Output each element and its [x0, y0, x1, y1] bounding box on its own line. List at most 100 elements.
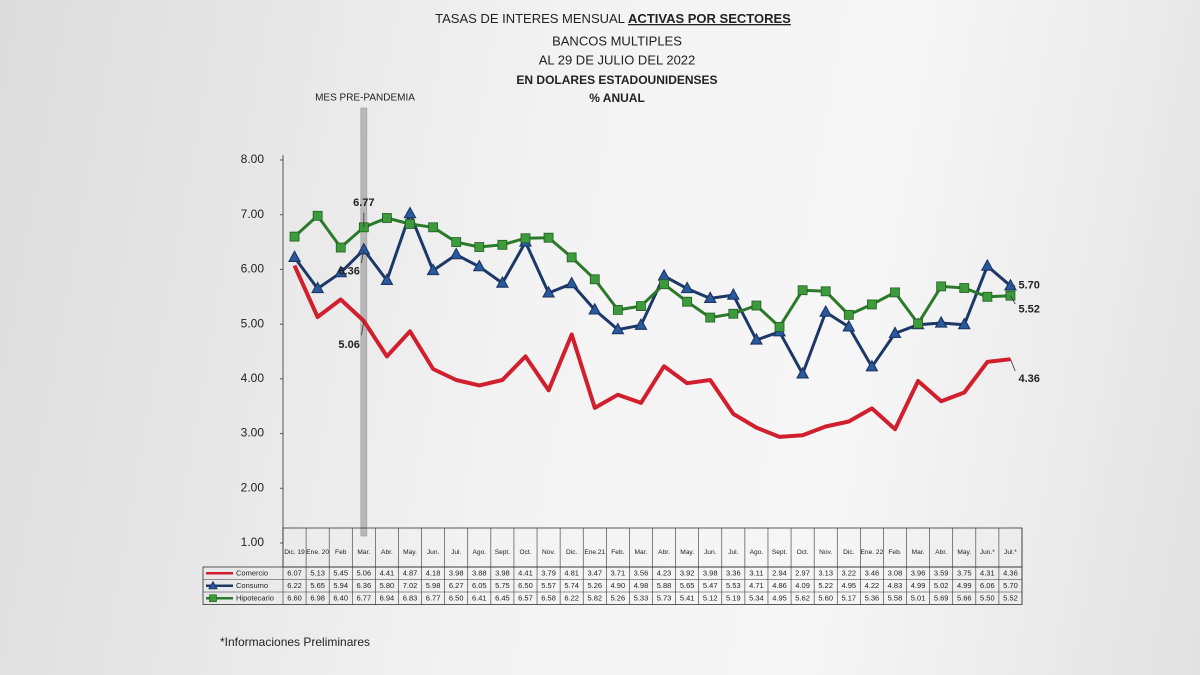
table-cell: 6.45 [495, 594, 510, 603]
x-tick-label: Mar. [357, 549, 370, 556]
table-cell: 6.41 [472, 594, 487, 603]
chart-title: TASAS DE INTERES MENSUAL ACTIVAS POR SEC… [435, 11, 791, 26]
table-cell: 5.65 [310, 581, 325, 590]
table-cell: 4.31 [980, 569, 995, 578]
table-cell: 5.75 [495, 581, 510, 590]
point-marker [357, 242, 371, 255]
legend-marker [209, 594, 217, 603]
callout-leader [361, 249, 365, 264]
table-cell: 4.99 [911, 581, 926, 590]
table-cell: 6.58 [541, 594, 556, 603]
table-cell: 4.81 [564, 569, 579, 578]
table-cell: 6.57 [518, 594, 533, 603]
point-marker [495, 275, 509, 288]
legend-label: Comercio [236, 569, 268, 578]
table-cell: 3.46 [865, 569, 880, 578]
point-marker [819, 304, 833, 317]
table-cell: 3.22 [841, 569, 856, 578]
x-tick-label: Dic. [843, 549, 855, 556]
table-cell: 5.82 [587, 594, 602, 603]
x-tick-label: Jun. [704, 549, 717, 556]
point-marker [796, 366, 810, 379]
table-cell: 4.71 [749, 581, 764, 590]
point-marker [565, 276, 579, 289]
table-cell: 5.50 [980, 594, 995, 603]
point-marker [728, 308, 739, 319]
table-cell: 5.34 [749, 594, 764, 603]
x-tick-label: Abr. [381, 549, 393, 556]
table-cell: 5.41 [680, 594, 695, 603]
table-cell: 4.22 [865, 581, 880, 590]
point-marker [659, 279, 669, 290]
x-tick-label: Oct. [797, 549, 809, 556]
y-tick-label: 7.00 [241, 207, 265, 221]
table-cell: 3.08 [888, 569, 903, 578]
x-tick-label: May. [957, 549, 971, 556]
x-tick-label: Abr. [658, 549, 670, 556]
point-marker [449, 247, 463, 260]
table-cell: 6.05 [472, 581, 487, 590]
point-marker [403, 206, 417, 219]
table-cell: 4.41 [518, 569, 533, 578]
title-emphasis: ACTIVAS POR SECTORES [628, 11, 791, 26]
subtitle: BANCOS MULTIPLES [552, 33, 682, 48]
table-cell: 5.58 [888, 594, 903, 603]
data-label: 6.36 [338, 266, 359, 278]
x-tick-label: Jul. [451, 549, 461, 556]
table-cell: 6.83 [403, 594, 418, 603]
x-tick-label: Ene.21 [584, 549, 605, 556]
table-cell: 3.88 [472, 569, 487, 578]
x-tick-label: Feb. [888, 549, 901, 556]
y-tick-label: 2.00 [241, 480, 265, 494]
table-cell: 5.57 [541, 581, 556, 590]
x-tick-label: Jul.* [1004, 549, 1017, 556]
table-cell: 3.96 [911, 569, 926, 578]
point-marker [959, 283, 970, 293]
point-marker [751, 300, 762, 311]
table-cell: 5.01 [911, 594, 926, 603]
table-cell: 6.94 [380, 594, 395, 603]
point-marker [472, 259, 486, 272]
table-cell: 6.22 [564, 594, 579, 603]
data-label: 5.52 [1018, 304, 1039, 316]
point-marker [520, 233, 531, 244]
point-marker [451, 237, 462, 247]
table-cell: 6.98 [310, 594, 325, 603]
callout-leader [361, 320, 365, 336]
point-marker [334, 265, 348, 278]
table-cell: 5.02 [934, 581, 949, 590]
point-marker [588, 302, 602, 315]
table-cell: 5.17 [841, 594, 856, 603]
table-cell: 5.66 [957, 594, 972, 603]
table-cell: 5.12 [703, 594, 718, 603]
table-cell: 5.94 [333, 581, 348, 590]
table-cell: 6.06 [980, 581, 995, 590]
point-marker [428, 222, 439, 233]
subtitle: EN DOLARES ESTADOUNIDENSES [516, 73, 717, 87]
point-marker [1003, 278, 1017, 291]
table-cell: 3.98 [449, 569, 464, 578]
table-cell: 5.74 [564, 581, 579, 590]
point-marker [589, 274, 600, 285]
x-tick-label: Oct. [519, 549, 531, 556]
x-tick-label: Mar. [635, 549, 648, 556]
point-marker [842, 319, 856, 332]
point-marker [749, 332, 763, 345]
x-tick-label: Jul. [728, 549, 738, 556]
x-tick-label: Mar. [912, 549, 925, 556]
y-tick-label: 1.00 [241, 535, 265, 549]
table-cell: 3.11 [749, 569, 763, 578]
table-cell: 6.50 [449, 594, 464, 603]
table-cell: 6.40 [333, 594, 348, 603]
table-cell: 6.22 [287, 581, 302, 590]
table-cell: 6.36 [357, 581, 372, 590]
x-tick-label: Sept. [772, 549, 788, 556]
table-cell: 4.23 [657, 569, 672, 578]
table-cell: 7.02 [403, 581, 418, 590]
x-tick-label: Sept. [495, 549, 511, 556]
point-marker [774, 321, 785, 332]
point-marker [380, 273, 394, 285]
table-cell: 3.98 [495, 569, 510, 578]
point-marker [311, 281, 325, 294]
